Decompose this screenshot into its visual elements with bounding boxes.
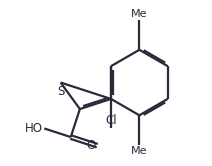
Text: O: O — [86, 139, 96, 152]
Text: Me: Me — [131, 9, 148, 19]
Text: HO: HO — [25, 122, 43, 135]
Text: S: S — [57, 85, 64, 98]
Text: Me: Me — [131, 146, 148, 156]
Text: Cl: Cl — [105, 114, 117, 127]
